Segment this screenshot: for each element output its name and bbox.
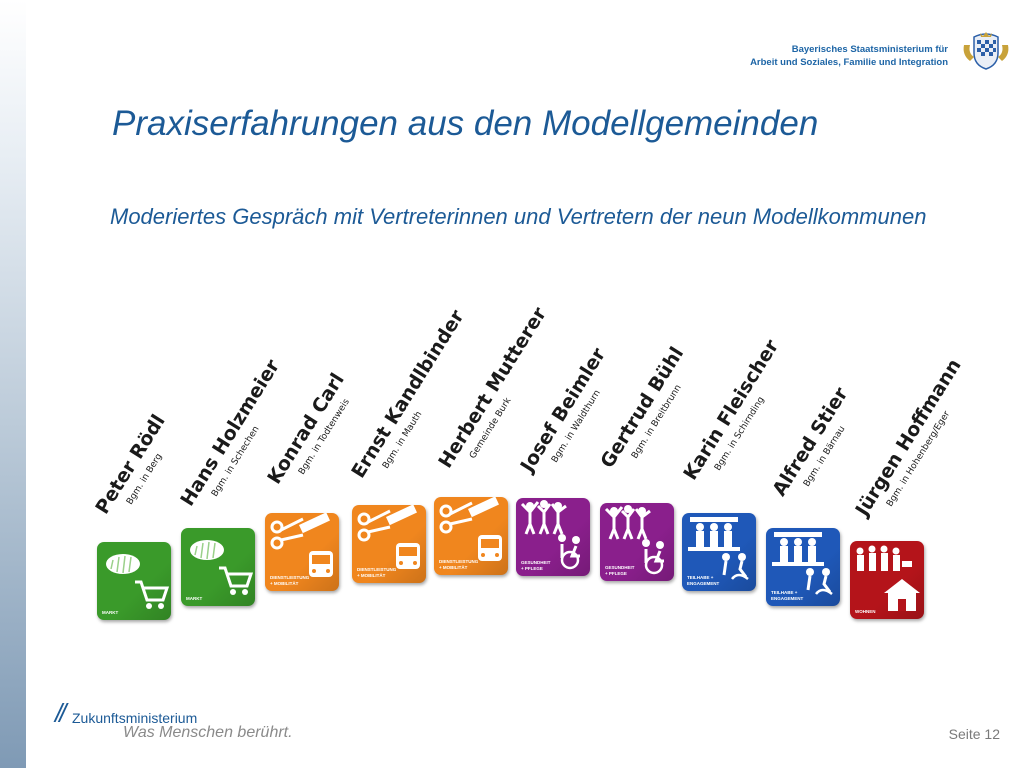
tile-label-line: DIENSTLEISTUNG [439, 559, 479, 564]
tile-label-line: DIENSTLEISTUNG [357, 567, 397, 572]
tile-label-line: GESUNDHEIT [521, 560, 551, 565]
slide-title: Praxiserfahrungen aus den Modellgemeinde… [112, 104, 819, 143]
tile-label: DIENSTLEISTUNG + MOBILITÄT [357, 567, 396, 578]
tile-label: GESUNDHEIT + PFLEGE [521, 560, 551, 571]
logo-brand: Zukunftsministerium [72, 710, 198, 726]
bavarian-crest-icon [963, 32, 1009, 70]
ministry-line-2: Arbeit und Soziales, Familie und Integra… [750, 57, 948, 68]
tile-label-line: MARKT [186, 595, 203, 601]
tile-label-line: + PFLEGE [605, 570, 627, 576]
category-tile: MARKT [181, 528, 255, 606]
category-tile: TEILHABE + ENGAGEMENT [682, 513, 756, 591]
tile-label-line: WOHNEN [855, 608, 876, 614]
slide-subtitle: Moderiertes Gespräch mit Vertreterinnen … [110, 204, 927, 229]
tile-label-line: + MOBILITÄT [439, 564, 468, 570]
tile-label-line: ENGAGEMENT [687, 580, 720, 586]
category-tile: MARKT [97, 542, 171, 620]
person-name: Karin Fleischer [679, 335, 784, 484]
tile-label-line: + PFLEGE [521, 565, 543, 571]
logo-slashes: // [55, 698, 67, 728]
category-tile: WOHNEN [850, 541, 924, 619]
left-gradient-bar [0, 0, 26, 768]
tile-label: WOHNEN [855, 609, 876, 615]
tile-label-line: TEILHABE + [687, 575, 714, 580]
tile-label: TEILHABE + ENGAGEMENT [687, 575, 719, 586]
tile-label-line: + MOBILITÄT [270, 580, 299, 586]
tile-label: MARKT [186, 596, 202, 602]
tile-label-line: + MOBILITÄT [357, 572, 386, 578]
ministry-line-1: Bayerisches Staatsministerium für [791, 44, 948, 55]
tile-label: TEILHABE + ENGAGEMENT [771, 590, 803, 601]
ministry-logo-text: Bayerisches Staatsministerium für Arbeit… [750, 43, 948, 69]
page-number: Seite 12 [948, 726, 1000, 742]
logo-claim: Was Menschen berührt. [123, 724, 293, 741]
person-name: Jürgen Hoffmann [851, 355, 966, 520]
person-name: Hans Holzmeier [176, 355, 285, 510]
category-tile: GESUNDHEIT + PFLEGE [516, 498, 590, 576]
tile-label-line: MARKT [102, 609, 119, 615]
tile-label: MARKT [102, 610, 118, 616]
category-tile: TEILHABE + ENGAGEMENT [766, 528, 840, 606]
tile-label: GESUNDHEIT + PFLEGE [605, 565, 635, 576]
category-tile: DIENSTLEISTUNG + MOBILITÄT [352, 505, 426, 583]
tile-label-line: DIENSTLEISTUNG [270, 575, 310, 580]
category-tile: GESUNDHEIT + PFLEGE [600, 503, 674, 581]
tile-label-line: TEILHABE + [771, 590, 798, 595]
category-tile: DIENSTLEISTUNG + MOBILITÄT [434, 497, 508, 575]
category-tile: DIENSTLEISTUNG + MOBILITÄT [265, 513, 339, 591]
tile-label-line: ENGAGEMENT [771, 595, 804, 601]
tile-label: DIENSTLEISTUNG + MOBILITÄT [439, 559, 478, 570]
tile-label: DIENSTLEISTUNG + MOBILITÄT [270, 575, 309, 586]
tile-label-line: GESUNDHEIT [605, 565, 635, 570]
